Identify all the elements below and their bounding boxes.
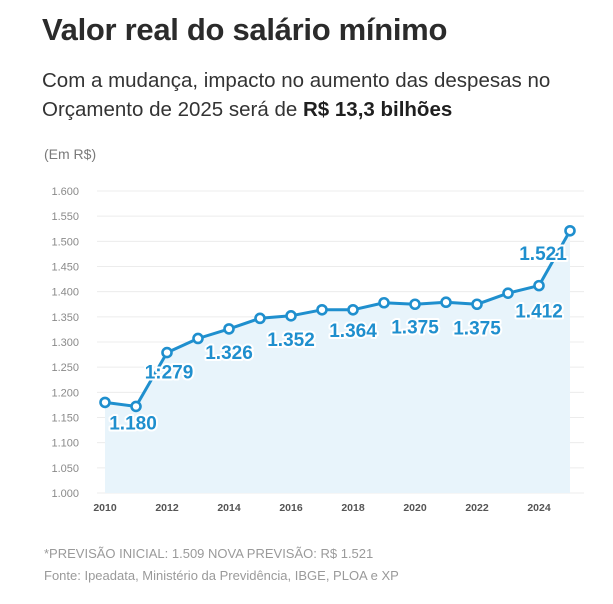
- data-label: 1.180: [109, 413, 157, 434]
- data-point: [316, 303, 328, 316]
- data-point: [285, 310, 297, 322]
- prediction-note: *PREVISÃO INICIAL: 1.509 NOVA PREVISÃO: …: [44, 546, 374, 561]
- data-point: [378, 296, 390, 309]
- data-point: [440, 296, 452, 309]
- data-point: [130, 400, 142, 413]
- x-axis: 2010 2012 2014 2016 2018 2020 2022 2024: [93, 502, 551, 514]
- y-tick-label: 1.150: [51, 413, 79, 425]
- data-label: 1.521: [519, 244, 567, 265]
- data-labels: 1.180 1:279 1.326 1.352 1.364 1.375 1.375 1.412…: [107, 242, 569, 437]
- footnotes: *PREVISÃO INICIAL: 1.509 NOVA PREVISÃO: …: [44, 543, 399, 587]
- data-label: 1.412: [515, 302, 563, 323]
- line-chart: 1.000 1.050 1.100 1.150 1.200 1.250 1.300 1.350…: [51, 186, 584, 514]
- y-tick-label: 1.400: [51, 287, 79, 299]
- source-note: Fonte: Ipeadata, Ministério da Previdênc…: [44, 568, 399, 583]
- x-tick-label: 2022: [465, 502, 489, 514]
- x-tick-label: 2018: [341, 502, 365, 514]
- x-tick-label: 2016: [279, 502, 303, 514]
- data-label: 1.326: [205, 343, 253, 364]
- data-label: 1.375: [453, 318, 501, 339]
- data-point: [254, 312, 266, 325]
- y-tick-label: 1.450: [51, 262, 79, 274]
- data-point: [533, 279, 545, 292]
- data-points: [99, 224, 576, 413]
- unit-label: (Em R$): [44, 146, 97, 162]
- chart-title: Valor real do salário mínimo: [42, 12, 448, 47]
- series-line: [103, 229, 572, 408]
- y-tick-label: 1.500: [51, 236, 79, 248]
- y-axis: 1.000 1.050 1.100 1.150 1.200 1.250 1.300 1.350…: [51, 186, 79, 500]
- data-label: 1.352: [267, 330, 315, 351]
- y-tick-label: 1.200: [51, 387, 79, 399]
- data-point: [471, 298, 483, 311]
- chart-subtitle: Com a mudança, impacto no aumento das de…: [42, 66, 602, 124]
- series-area: [105, 230, 570, 494]
- data-point: [347, 303, 359, 316]
- y-tick-label: 1.550: [51, 211, 79, 223]
- x-tick-label: 2014: [217, 502, 241, 514]
- data-label: 1:279: [145, 363, 194, 384]
- data-point: [409, 298, 421, 311]
- x-tick-label: 2012: [155, 502, 179, 514]
- data-point: [192, 332, 204, 345]
- data-label: 1.364: [329, 321, 377, 342]
- x-tick-label: 2024: [527, 502, 551, 514]
- y-tick-label: 1.100: [51, 438, 79, 450]
- y-tick-label: 1.300: [51, 337, 79, 349]
- subtitle-highlight: R$ 13,3 bilhões: [302, 98, 453, 121]
- y-tick-label: 1.600: [51, 186, 79, 198]
- data-point: [564, 224, 576, 237]
- data-point: [161, 346, 173, 359]
- y-tick-label: 1.000: [51, 488, 79, 500]
- data-point: [223, 323, 235, 335]
- x-tick-label: 2020: [403, 502, 427, 514]
- data-point: [502, 287, 514, 299]
- data-point: [99, 396, 111, 409]
- y-tick-label: 1.350: [51, 312, 79, 324]
- x-tick-label: 2010: [93, 502, 117, 514]
- subtitle-text: Com a mudança, impacto no aumento das de…: [42, 69, 551, 121]
- data-label: 1.375: [391, 317, 439, 338]
- y-tick-label: 1.050: [51, 463, 79, 475]
- y-tick-label: 1.250: [51, 362, 79, 374]
